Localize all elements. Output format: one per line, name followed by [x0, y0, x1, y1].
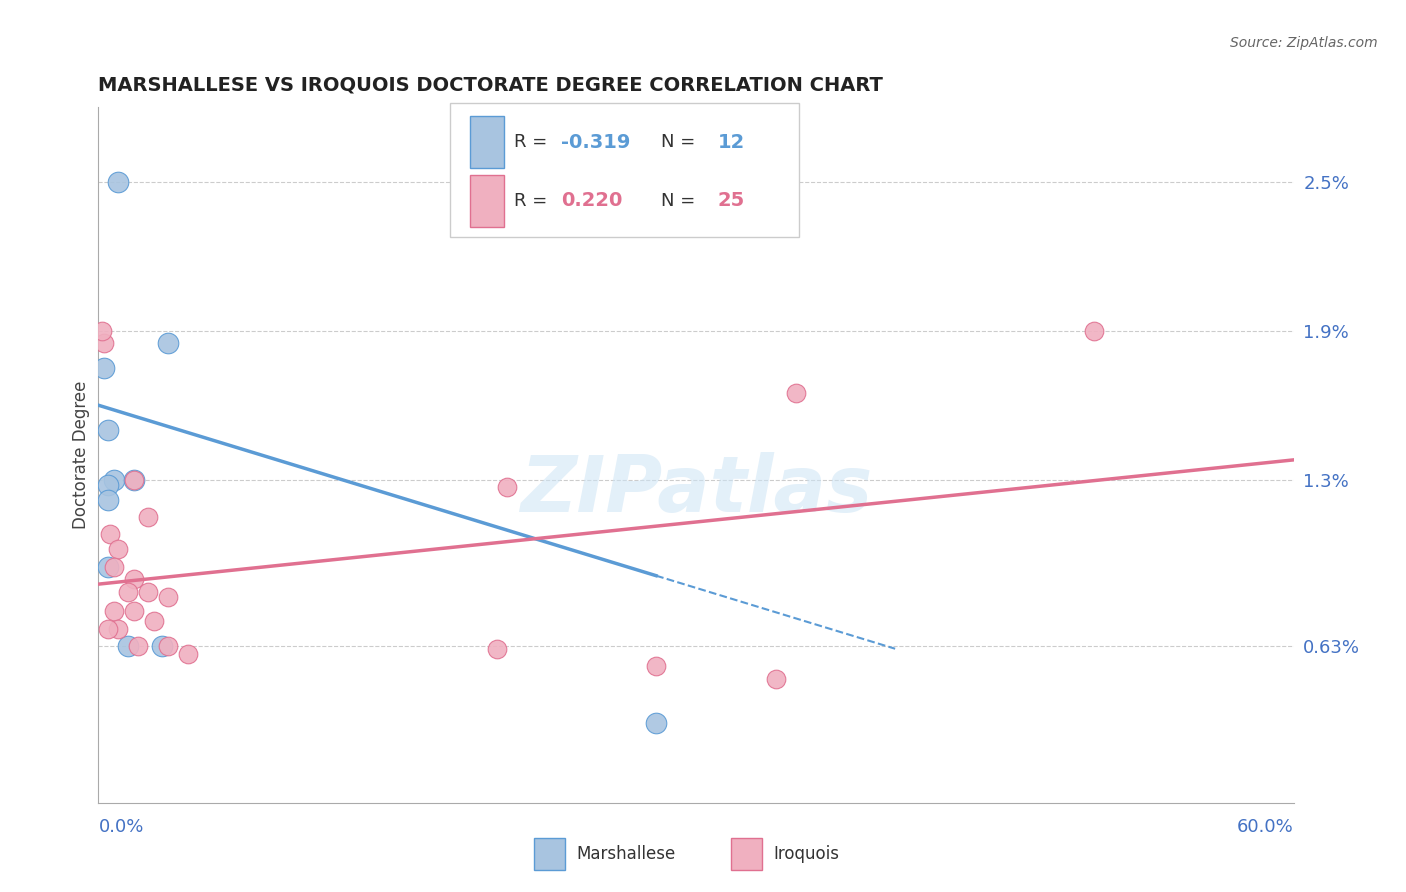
Point: [124, 605, 146, 619]
Text: Source: ZipAtlas.com: Source: ZipAtlas.com: [1230, 36, 1378, 50]
Point: [495, 480, 517, 494]
Text: N =: N =: [661, 192, 702, 210]
Point: [136, 510, 159, 524]
Point: [98, 527, 122, 541]
Point: [645, 716, 668, 731]
Point: [93, 336, 115, 351]
Point: [97, 492, 120, 507]
Point: [107, 175, 129, 189]
Text: -0.319: -0.319: [561, 133, 630, 152]
Point: [117, 639, 139, 653]
Point: [124, 473, 146, 487]
Point: [143, 615, 166, 629]
Y-axis label: Doctorate Degree: Doctorate Degree: [72, 381, 90, 529]
Point: [124, 572, 146, 586]
Text: N =: N =: [661, 133, 702, 151]
Point: [127, 639, 149, 653]
Text: 0.0%: 0.0%: [98, 818, 143, 836]
Text: Iroquois: Iroquois: [773, 845, 839, 863]
Point: [150, 639, 173, 653]
Text: Marshallese: Marshallese: [576, 845, 676, 863]
Point: [136, 584, 159, 599]
Point: [93, 360, 115, 375]
Point: [117, 584, 139, 599]
Text: 12: 12: [718, 133, 745, 152]
Point: [103, 473, 125, 487]
Point: [485, 641, 508, 656]
Text: MARSHALLESE VS IROQUOIS DOCTORATE DEGREE CORRELATION CHART: MARSHALLESE VS IROQUOIS DOCTORATE DEGREE…: [98, 75, 883, 95]
Point: [124, 473, 146, 487]
Text: ZIPatlas: ZIPatlas: [520, 451, 872, 528]
Text: R =: R =: [513, 133, 553, 151]
Point: [97, 559, 120, 574]
Point: [765, 672, 787, 686]
Point: [157, 336, 180, 351]
Point: [177, 647, 200, 661]
Point: [97, 423, 120, 437]
Point: [103, 605, 125, 619]
Point: [103, 559, 125, 574]
Point: [157, 590, 180, 604]
Point: [1083, 324, 1105, 338]
Point: [107, 622, 129, 636]
Text: 60.0%: 60.0%: [1237, 818, 1294, 836]
Point: [645, 659, 668, 673]
Point: [97, 622, 120, 636]
Point: [157, 639, 180, 653]
Point: [91, 324, 114, 338]
Point: [107, 542, 129, 557]
Text: 0.220: 0.220: [561, 192, 621, 211]
Text: 25: 25: [718, 192, 745, 211]
Point: [785, 385, 807, 400]
Text: R =: R =: [513, 192, 553, 210]
Point: [97, 477, 120, 491]
